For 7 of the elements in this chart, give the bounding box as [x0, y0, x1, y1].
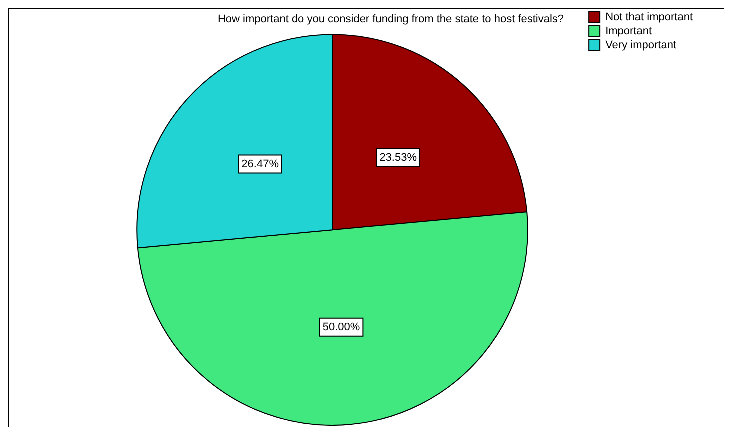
- legend-label: Very important: [606, 40, 676, 52]
- data-label: 26.47%: [242, 158, 280, 170]
- legend-label: Important: [606, 26, 652, 38]
- data-label: 23.53%: [380, 152, 418, 164]
- data-label: 50.00%: [322, 321, 360, 334]
- chart-title: How important do you consider funding from the state to host festivals?: [218, 14, 564, 26]
- legend-label: Not that important: [606, 12, 694, 24]
